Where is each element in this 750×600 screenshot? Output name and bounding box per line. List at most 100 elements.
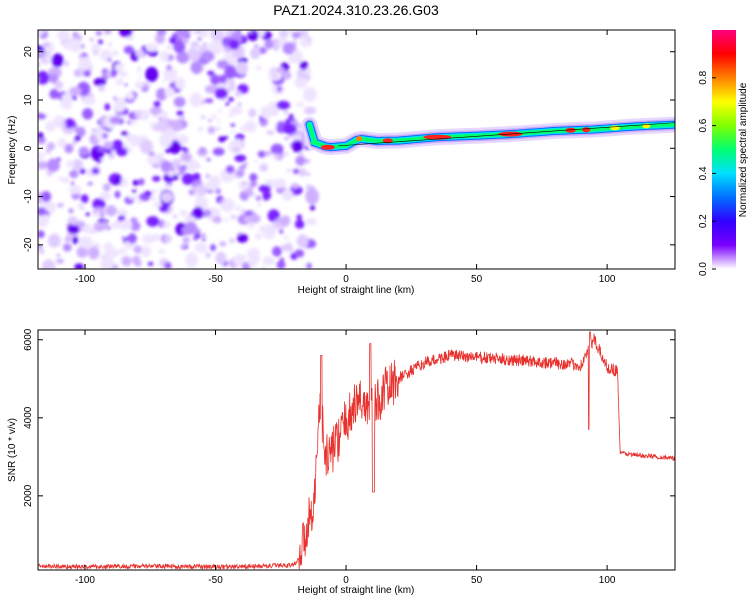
spectrogram-noise-blob <box>83 70 91 77</box>
spectrogram-noise-blob <box>118 70 128 78</box>
spectrogram-noise-blob <box>173 96 186 108</box>
spectrogram-noise-blob <box>97 39 103 45</box>
spectrogram-noise-blob <box>157 219 166 228</box>
spectrogram-noise-blob <box>228 112 234 118</box>
spectrogram-noise-blob <box>153 201 162 208</box>
spectrogram-noise-blob <box>156 30 167 36</box>
spectrogram-noise-blob <box>115 266 120 269</box>
snr-x-tick-label: 100 <box>599 575 616 586</box>
spectrogram-noise-blob <box>38 230 45 239</box>
spectrogram-noise-blob <box>68 38 82 52</box>
spectrogram-noise-blob <box>118 248 127 254</box>
spectrogram-noise-blob <box>82 53 87 58</box>
spectrogram-noise-blob <box>46 158 60 172</box>
spectrogram-noise-blob <box>235 61 248 75</box>
spectrogram-noise-blob <box>144 190 153 197</box>
spectrogram-noise-blob <box>113 97 127 112</box>
spectrogram-noise-blob <box>306 36 312 42</box>
spectrogram-noise-blob <box>276 86 282 92</box>
spectrogram-noise-blob <box>93 77 107 87</box>
spectrogram-noise-blob <box>223 217 229 223</box>
spectrogram-noise-blob <box>205 254 210 258</box>
spectrogram-noise-blob <box>207 126 216 134</box>
spectrogram-noise-blob <box>64 236 71 243</box>
colorbar-ticks: 0.0 0.2 0.4 0.6 0.8 <box>698 70 716 276</box>
spectrogram-noise-blob <box>279 229 284 234</box>
spectrogram-noise-blob <box>160 160 172 173</box>
spectrogram-noise-blob <box>207 70 215 76</box>
spectrogram-noise-blob <box>159 132 173 148</box>
spectrogram-noise-blob <box>296 68 306 79</box>
spectrogram-noise-blob <box>111 220 121 229</box>
spectrogram-noise-blob <box>227 97 234 102</box>
spectrogram-noise-blob <box>85 212 90 216</box>
spectrogram-noise-blob <box>305 218 317 226</box>
spectrogram-noise-blob <box>79 168 86 174</box>
spectrogram-noise-blob <box>114 190 121 199</box>
spectrogram-noise-blob <box>292 168 300 174</box>
spectrogram-noise-blob <box>176 110 184 117</box>
spectrogram-y-tick-label: -20 <box>23 237 34 252</box>
spectrogram-noise-blob <box>103 30 112 35</box>
spectrogram-noise-blob <box>151 196 156 200</box>
spectrogram-noise-blob <box>306 172 311 176</box>
spectrogram-noise-blob <box>262 256 275 266</box>
spectrogram-noise-blob <box>69 170 79 179</box>
spectrogram-noise-blob <box>182 244 186 248</box>
spectrogram-noise-blob <box>38 51 43 56</box>
spectrogram-noise-blob <box>262 224 276 240</box>
spectrogram-noise-blob <box>306 239 317 248</box>
spectrogram-noise-blob <box>124 83 128 86</box>
spectrogram-noise-blob <box>94 164 99 169</box>
spectrogram-noise-blob <box>92 198 106 211</box>
spectrogram-noise-blob <box>305 188 320 205</box>
spectrogram-noise-blob <box>231 129 235 134</box>
spectrogram-noise-blob <box>159 51 169 62</box>
spectrogram-noise-blob <box>244 193 249 197</box>
spectrogram-noise-blob <box>136 66 142 73</box>
spectrogram-noise-blob <box>82 108 94 120</box>
colorbar-tick-label: 0.6 <box>698 118 709 132</box>
spectrogram-noise-blob <box>212 216 222 224</box>
spectrogram-noise-blob <box>38 248 45 255</box>
spectrogram-noise-blob <box>149 121 156 128</box>
spectrogram-noise-blob <box>146 216 160 227</box>
spectrogram-noise-blob <box>131 255 141 265</box>
spectrogram-y-axis-label: Frequency (Hz) <box>7 116 18 185</box>
spectrogram-noise-blob <box>294 76 307 89</box>
spectrogram-noise-blob <box>249 47 261 60</box>
spectrogram-noise-blob <box>229 39 240 51</box>
spectrogram-noise-blob <box>82 96 96 106</box>
spectrogram-noise-blob <box>121 236 126 241</box>
spectrogram-noise-blob <box>200 51 215 62</box>
spectrogram-noise-blob <box>156 88 168 101</box>
spectrogram-noise-blob <box>126 91 135 100</box>
spectrogram-noise-blob <box>134 81 144 89</box>
spectrogram-noise-blob <box>140 245 152 257</box>
spectrogram-noise-blob <box>113 176 122 186</box>
spectrogram-noise-blob <box>99 49 112 62</box>
spectrogram-noise-blob <box>239 125 249 132</box>
spectrogram-noise-blob <box>210 244 216 252</box>
spectrogram-noise-blob <box>101 68 108 74</box>
spectrogram-y-tick-label: -10 <box>23 189 34 204</box>
spectrogram-noise-blob <box>237 102 242 107</box>
spectrogram-noise-blob <box>259 163 268 172</box>
spectrogram-noise-blob <box>237 138 241 143</box>
spectrogram-noise-blob <box>38 212 50 228</box>
spectrogram-noise-blob <box>163 221 171 229</box>
spectrogram-noise-blob <box>51 53 64 68</box>
spectrogram-noise-blob <box>38 30 43 35</box>
spectrogram-noise-blob <box>112 139 123 147</box>
colorbar-tick-label: 0.4 <box>698 166 709 180</box>
spectrogram-noise-blob <box>176 134 189 145</box>
spectrogram-noise-blob <box>264 151 272 156</box>
spectrogram-noise-blob <box>199 147 206 153</box>
spectrogram-noise-blob <box>81 225 95 234</box>
spectrogram-noise-blob <box>262 49 268 53</box>
spectrogram-noise-blob <box>127 147 133 153</box>
spectrogram-noise-blob <box>230 214 237 220</box>
spectrogram-x-tick-label: 0 <box>343 274 349 285</box>
spectrogram-noise-blob <box>95 30 103 36</box>
spectrogram-noise-blob <box>212 147 225 156</box>
